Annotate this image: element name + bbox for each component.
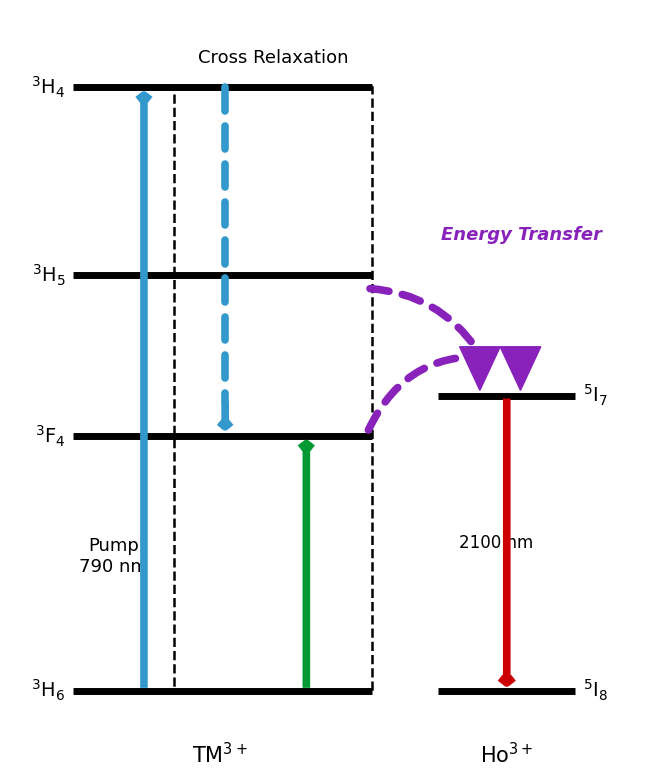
Text: Ho$^{3+}$: Ho$^{3+}$ — [480, 741, 534, 767]
Text: $^3$H$_5$: $^3$H$_5$ — [31, 262, 65, 288]
Text: 2100 nm: 2100 nm — [458, 534, 533, 552]
Text: Pump
790 nm: Pump 790 nm — [79, 537, 148, 576]
Text: $^3$H$_6$: $^3$H$_6$ — [31, 678, 65, 703]
Text: $^5$I$_8$: $^5$I$_8$ — [583, 678, 608, 703]
Polygon shape — [500, 347, 541, 391]
Text: Cross Relaxation: Cross Relaxation — [198, 49, 348, 67]
Text: Energy Transfer: Energy Transfer — [441, 226, 602, 244]
FancyArrowPatch shape — [369, 356, 502, 430]
FancyArrowPatch shape — [370, 289, 477, 350]
Text: $^3$F$_4$: $^3$F$_4$ — [34, 423, 65, 449]
Text: $^5$I$_7$: $^5$I$_7$ — [583, 383, 608, 408]
Text: TM$^{3+}$: TM$^{3+}$ — [192, 741, 248, 767]
Text: $^3$H$_4$: $^3$H$_4$ — [31, 75, 65, 100]
Polygon shape — [460, 347, 500, 391]
Bar — [174, 87, 372, 691]
